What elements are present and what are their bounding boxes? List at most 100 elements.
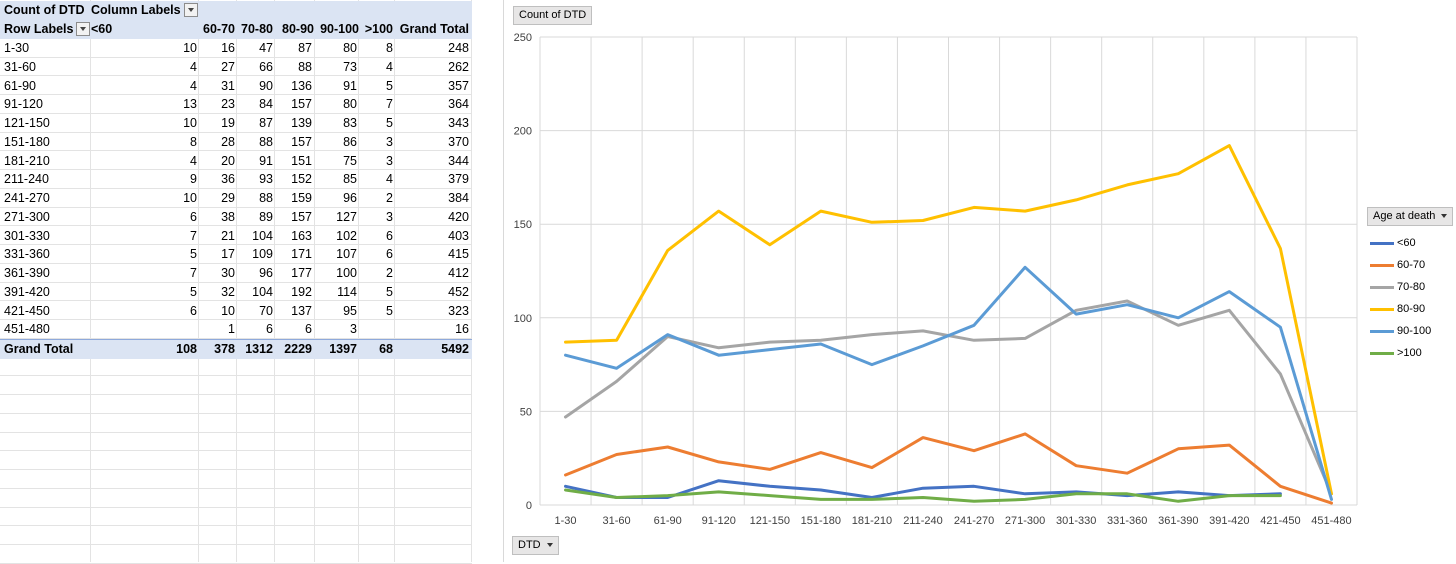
pivot-cell[interactable]: 6: [266, 322, 273, 337]
pivot-cell[interactable]: 95: [343, 303, 357, 318]
value-field-button[interactable]: Count of DTD: [513, 6, 593, 25]
pivot-cell[interactable]: 7: [386, 97, 393, 112]
pivot-cell[interactable]: 17: [221, 247, 235, 262]
pivot-cell[interactable]: 88: [259, 134, 273, 149]
pivot-cell[interactable]: 83: [343, 116, 357, 130]
pivot-row-label[interactable]: 31-60: [4, 59, 36, 74]
pivot-cell[interactable]: 4: [190, 153, 197, 168]
pivot-cell[interactable]: 7: [190, 266, 197, 280]
pivot-row-label[interactable]: 241-270: [4, 191, 50, 205]
pivot-cell[interactable]: 88: [259, 191, 273, 205]
pivot-cell[interactable]: 159: [291, 191, 312, 205]
pivot-cell[interactable]: 8: [190, 134, 197, 149]
pivot-cell[interactable]: 80: [343, 97, 357, 112]
pivot-cell[interactable]: 10: [183, 41, 197, 55]
pivot-cell[interactable]: 13: [183, 97, 197, 112]
pivot-cell[interactable]: 4: [190, 78, 197, 93]
pivot-cell[interactable]: 262: [448, 59, 469, 74]
pivot-cell[interactable]: 157: [291, 209, 312, 224]
pivot-row-label[interactable]: 391-420: [4, 284, 50, 299]
pivot-cell[interactable]: 379: [448, 172, 469, 187]
pivot-row-label[interactable]: 181-210: [4, 153, 50, 168]
pivot-cell[interactable]: 127: [336, 209, 357, 224]
pivot-row-label[interactable]: 1-30: [4, 41, 30, 55]
pivot-cell[interactable]: 29: [221, 191, 235, 205]
pivot-row-label[interactable]: 331-360: [4, 247, 50, 262]
pivot-cell[interactable]: 10: [183, 191, 197, 205]
pivot-cell[interactable]: 420: [448, 209, 469, 224]
pivot-cell[interactable]: 66: [259, 59, 273, 74]
pivot-cell[interactable]: 3: [386, 134, 393, 149]
pivot-cell[interactable]: 89: [259, 209, 273, 224]
pivot-cell[interactable]: 102: [336, 228, 357, 243]
pivot-cell[interactable]: 177: [291, 266, 312, 280]
pivot-cell[interactable]: 16: [221, 41, 235, 55]
pivot-cell[interactable]: 70: [259, 303, 273, 318]
pivot-cell[interactable]: 2: [386, 266, 393, 280]
pivot-cell[interactable]: 1: [228, 322, 235, 337]
pivot-cell[interactable]: 80: [343, 41, 357, 55]
pivot-cell[interactable]: 6: [190, 303, 197, 318]
pivot-cell[interactable]: 93: [259, 172, 273, 187]
pivot-cell[interactable]: 4: [386, 172, 393, 187]
pivot-cell[interactable]: 5: [386, 284, 393, 299]
pivot-cell[interactable]: 10: [221, 303, 235, 318]
pivot-row-label[interactable]: 301-330: [4, 228, 50, 243]
pivot-cell[interactable]: 136: [291, 78, 312, 93]
pivot-cell[interactable]: 157: [291, 97, 312, 112]
pivot-row-label[interactable]: 121-150: [4, 116, 50, 130]
pivot-cell[interactable]: 75: [343, 153, 357, 168]
pivot-cell[interactable]: 151: [291, 153, 312, 168]
column-labels-header[interactable]: Column Labels: [91, 1, 211, 20]
pivot-row-label[interactable]: 151-180: [4, 134, 50, 149]
pivot-cell[interactable]: 415: [448, 247, 469, 262]
pivot-cell[interactable]: 4: [190, 59, 197, 74]
pivot-cell[interactable]: 323: [448, 303, 469, 318]
pivot-cell[interactable]: 3: [350, 322, 357, 337]
pivot-cell[interactable]: 248: [448, 41, 469, 55]
pivot-cell[interactable]: 2: [386, 191, 393, 205]
pivot-cell[interactable]: 73: [343, 59, 357, 74]
pivot-cell[interactable]: 364: [448, 97, 469, 112]
pivot-cell[interactable]: 87: [298, 41, 312, 55]
pivot-cell[interactable]: 5: [190, 284, 197, 299]
pivot-value-field-label[interactable]: Count of DTD: [4, 3, 85, 17]
pivot-cell[interactable]: 139: [291, 116, 312, 130]
pivot-cell[interactable]: 27: [221, 59, 235, 74]
pivot-cell[interactable]: 86: [343, 134, 357, 149]
pivot-cell[interactable]: 452: [448, 284, 469, 299]
pivot-row-label[interactable]: 361-390: [4, 266, 50, 280]
pivot-cell[interactable]: 137: [291, 303, 312, 318]
pivot-cell[interactable]: 107: [336, 247, 357, 262]
pivot-cell[interactable]: 100: [336, 266, 357, 280]
legend-item[interactable]: 80-90: [1367, 298, 1447, 320]
pivot-cell[interactable]: 157: [291, 134, 312, 149]
pivot-cell[interactable]: 28: [221, 134, 235, 149]
pivot-cell[interactable]: 85: [343, 172, 357, 187]
legend-item[interactable]: 90-100: [1367, 320, 1447, 342]
pivot-cell[interactable]: [150, 320, 197, 339]
pivot-cell[interactable]: 91: [259, 153, 273, 168]
pivot-cell[interactable]: 91: [343, 78, 357, 93]
pivot-cell[interactable]: 344: [448, 153, 469, 168]
pivot-cell[interactable]: 23: [221, 97, 235, 112]
pivot-cell[interactable]: 10: [183, 116, 197, 130]
row-labels-header[interactable]: Row Labels: [4, 20, 90, 39]
legend-item[interactable]: >100: [1367, 342, 1447, 364]
pivot-cell[interactable]: 6: [386, 228, 393, 243]
pivot-cell[interactable]: 163: [291, 228, 312, 243]
pivot-cell[interactable]: 96: [343, 191, 357, 205]
pivot-row-label[interactable]: 451-480: [4, 322, 50, 337]
legend-item[interactable]: 70-80: [1367, 276, 1447, 298]
legend-field-button[interactable]: Age at death: [1367, 207, 1454, 226]
pivot-cell[interactable]: 9: [190, 172, 197, 187]
pivot-cell[interactable]: 84: [259, 97, 273, 112]
pivot-cell[interactable]: 90: [259, 78, 273, 93]
pivot-cell[interactable]: 343: [448, 116, 469, 130]
pivot-cell[interactable]: 36: [221, 172, 235, 187]
pivot-cell[interactable]: 109: [252, 247, 273, 262]
pivot-cell[interactable]: 3: [386, 209, 393, 224]
pivot-cell[interactable]: 5: [386, 78, 393, 93]
pivot-cell[interactable]: 87: [259, 116, 273, 130]
legend-item[interactable]: <60: [1367, 232, 1447, 254]
